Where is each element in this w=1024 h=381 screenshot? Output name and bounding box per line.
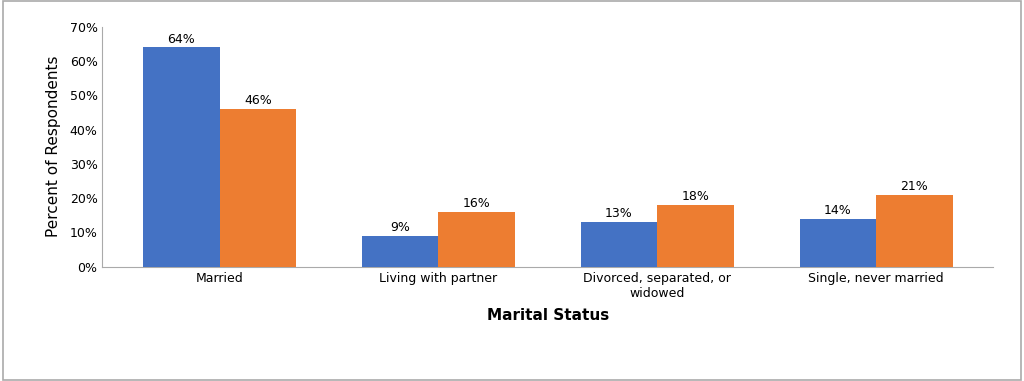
Bar xyxy=(657,205,734,267)
Bar xyxy=(800,219,877,267)
Text: 64%: 64% xyxy=(167,32,196,45)
Bar xyxy=(143,47,219,267)
Text: 16%: 16% xyxy=(463,197,490,210)
Text: 9%: 9% xyxy=(390,221,410,234)
Text: 13%: 13% xyxy=(605,207,633,220)
Text: 21%: 21% xyxy=(900,180,929,193)
Legend: Male, Female: Male, Female xyxy=(482,377,613,381)
Bar xyxy=(581,222,657,267)
Bar xyxy=(219,109,296,267)
Text: 46%: 46% xyxy=(244,94,271,107)
Text: 14%: 14% xyxy=(824,204,852,217)
X-axis label: Marital Status: Marital Status xyxy=(486,308,609,323)
Bar xyxy=(877,195,952,267)
Bar xyxy=(361,236,438,267)
Bar xyxy=(438,212,515,267)
Y-axis label: Percent of Respondents: Percent of Respondents xyxy=(46,56,61,237)
Text: 18%: 18% xyxy=(682,190,710,203)
